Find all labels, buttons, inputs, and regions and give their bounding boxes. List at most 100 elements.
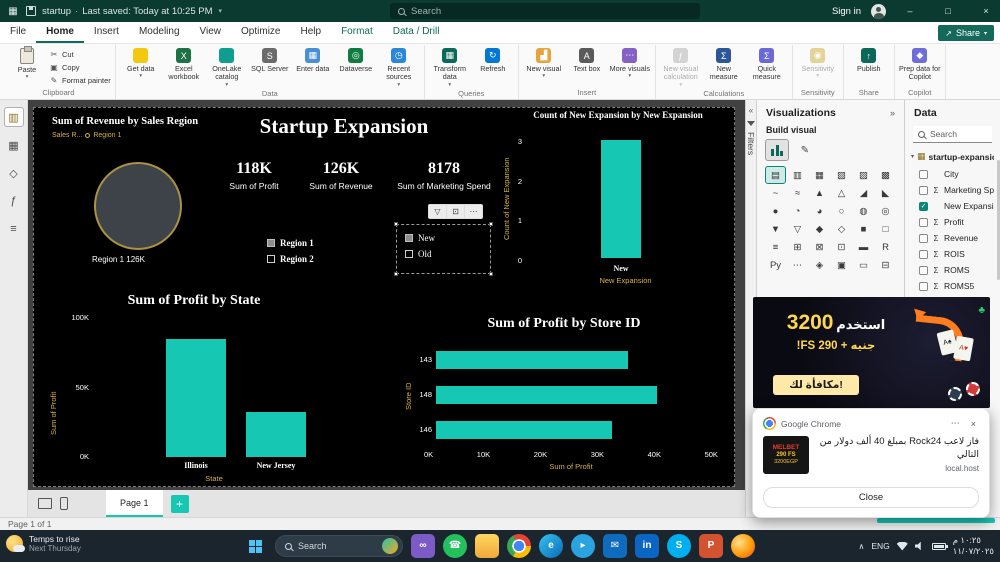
prep-data-copilot-button[interactable]: ◆ Prep data for Copilot: [899, 48, 941, 82]
visual-type-icon[interactable]: ◆: [815, 223, 824, 235]
table-node[interactable]: ▾ ▦ startup-expansion-new: [905, 143, 1000, 166]
visual-type-icon[interactable]: ▲: [814, 187, 825, 199]
visual-type-icon[interactable]: ■: [860, 223, 867, 235]
ribbon-tab[interactable]: View: [199, 26, 222, 37]
mobile-layout-icon[interactable]: [60, 497, 68, 510]
share-button[interactable]: ↗ Share ▾: [938, 25, 994, 41]
field-checkbox[interactable]: ✓: [919, 281, 928, 291]
kpi-card-profit[interactable]: 118K Sum of Profit: [212, 160, 296, 191]
firefox-icon[interactable]: [731, 534, 755, 558]
profit-by-store-chart[interactable]: Sum of Profit by Store ID Store ID 143 14…: [404, 316, 724, 484]
excel-workbook-button[interactable]: X Excel workbook: [163, 45, 205, 82]
resize-handle[interactable]: [394, 222, 398, 226]
ribbon-tab[interactable]: Modeling: [138, 26, 180, 37]
visual-type-icon[interactable]: ▭: [859, 259, 868, 271]
slicer-item[interactable]: Old: [405, 248, 482, 260]
visual-type-icon[interactable]: ○: [838, 205, 845, 217]
visual-type-icon[interactable]: ◔: [794, 205, 801, 217]
dax-query-view-icon[interactable]: ƒ: [10, 195, 17, 207]
clock[interactable]: ١٠:٢٥ م ١١/٠٧/٢٠٢٥: [953, 535, 996, 556]
collapse-pane-icon[interactable]: »: [889, 108, 895, 118]
build-visual-tab-icon[interactable]: [765, 139, 789, 161]
profit-by-state-chart[interactable]: Sum of Profit by State Sum of Profit 100…: [49, 293, 339, 488]
store-bar[interactable]: [436, 421, 612, 439]
field-checkbox[interactable]: ✓: [919, 185, 928, 195]
resize-handle[interactable]: [489, 222, 493, 226]
tray-chevron-icon[interactable]: ∧: [858, 541, 865, 551]
titlebar-search-input[interactable]: Search: [390, 3, 700, 19]
visual-type-icon[interactable]: △: [837, 187, 846, 199]
more-visuals-button[interactable]: ⋯ More visuals ▾: [609, 48, 650, 80]
get-data-button[interactable]: Get data ▾: [120, 45, 162, 79]
field-checkbox[interactable]: ✓: [919, 249, 928, 259]
avatar[interactable]: [871, 3, 886, 19]
vertical-scrollbar[interactable]: [997, 160, 1000, 280]
desktop-layout-icon[interactable]: [38, 498, 52, 509]
visual-type-icon[interactable]: ⊟: [881, 259, 890, 271]
title-caret-icon[interactable]: ▾: [218, 8, 223, 15]
new-old-slicer[interactable]: New Old: [394, 222, 493, 276]
visual-type-icon[interactable]: ▦: [815, 169, 824, 181]
visual-type-icon[interactable]: □: [882, 223, 889, 235]
add-page-button[interactable]: +: [170, 494, 189, 513]
visual-type-icon[interactable]: ≈: [794, 187, 801, 199]
horizontal-scrollbar[interactable]: [877, 518, 995, 523]
ribbon-tab[interactable]: Help: [300, 26, 322, 37]
ad-thumbnail[interactable]: MELBET 290 FS 3200EGP: [763, 436, 809, 474]
language-indicator[interactable]: ENG: [871, 541, 890, 551]
dataverse-button[interactable]: ◎ Dataverse: [339, 48, 373, 73]
page-tab[interactable]: Page 1: [106, 490, 163, 517]
checkbox[interactable]: [405, 250, 413, 258]
region-slicer[interactable]: Region 1 Region 2: [267, 237, 314, 265]
ribbon-tab[interactable]: Optimize: [241, 26, 281, 37]
field-row[interactable]: ✓ Σ Profit: [905, 214, 1000, 230]
field-row[interactable]: ✓ Σ ROMS: [905, 262, 1000, 278]
close-button[interactable]: ×: [983, 6, 989, 16]
visual-type-icon[interactable]: ▼: [770, 223, 781, 235]
field-row[interactable]: ✓ Σ ROIS: [905, 246, 1000, 262]
report-view-icon[interactable]: ▥: [3, 107, 24, 127]
expand-pane-icon[interactable]: «: [748, 106, 754, 115]
field-checkbox[interactable]: ✓: [919, 265, 928, 275]
paste-button[interactable]: Paste ▾: [6, 45, 48, 80]
field-checkbox[interactable]: ✓: [919, 217, 928, 227]
expansion-count-chart[interactable]: Count of New Expansion by New Expansion …: [502, 110, 732, 288]
more-options-icon[interactable]: ⋯: [950, 418, 960, 428]
report-page[interactable]: Sum of Revenue by Sales Region Sales R..…: [33, 107, 735, 487]
text-box-button[interactable]: A Text box: [566, 45, 608, 73]
close-icon[interactable]: ×: [970, 418, 976, 429]
format-visual-tab-icon[interactable]: ✎: [800, 144, 810, 156]
visual-type-icon[interactable]: ◇: [837, 223, 846, 235]
volume-icon[interactable]: [914, 541, 921, 551]
field-row[interactable]: ✓ Σ Marketing Spend: [905, 182, 1000, 198]
save-icon[interactable]: [26, 6, 36, 16]
quick-measure-button[interactable]: Σ Quick measure: [746, 45, 788, 82]
whatsapp-icon[interactable]: ☎: [443, 534, 467, 558]
visual-type-icon[interactable]: ▧: [837, 169, 846, 181]
onelake-catalog-button[interactable]: OneLake catalog ▾: [206, 45, 248, 88]
wifi-icon[interactable]: [896, 541, 908, 551]
filter-icon[interactable]: ▽: [429, 205, 446, 218]
pie-chart[interactable]: [94, 162, 182, 250]
chrome-notification[interactable]: Google Chrome ⋯ × MELBET 290 FS 3200EGP فا…: [752, 408, 990, 518]
data-search-input[interactable]: Search: [913, 126, 992, 143]
telegram-icon[interactable]: ▸: [571, 534, 595, 558]
visual-type-icon[interactable]: ~: [772, 187, 779, 199]
resize-handle[interactable]: [394, 272, 398, 276]
ribbon-tab[interactable]: Format: [341, 26, 373, 37]
weather-widget[interactable]: Temps to rise Next Thursday: [6, 534, 81, 554]
field-checkbox[interactable]: ✓: [919, 233, 928, 243]
slicer-item[interactable]: Region 1: [267, 237, 314, 249]
field-row[interactable]: ✓ Σ ROMS5: [905, 278, 1000, 294]
outlook-icon[interactable]: ✉: [603, 534, 627, 558]
expansion-bar[interactable]: [601, 140, 641, 258]
visual-type-icon[interactable]: Py: [769, 259, 782, 271]
state-bar[interactable]: [246, 412, 306, 457]
field-checkbox[interactable]: ✓: [919, 201, 928, 211]
visual-type-icon[interactable]: ●: [772, 205, 779, 217]
visual-type-icon[interactable]: ⊠: [815, 241, 824, 253]
taskbar-search[interactable]: Search: [275, 535, 403, 557]
visual-type-icon[interactable]: ◈: [815, 259, 824, 271]
ribbon-tab[interactable]: Data / Drill: [392, 26, 440, 37]
ribbon-tab[interactable]: Insert: [93, 26, 119, 37]
